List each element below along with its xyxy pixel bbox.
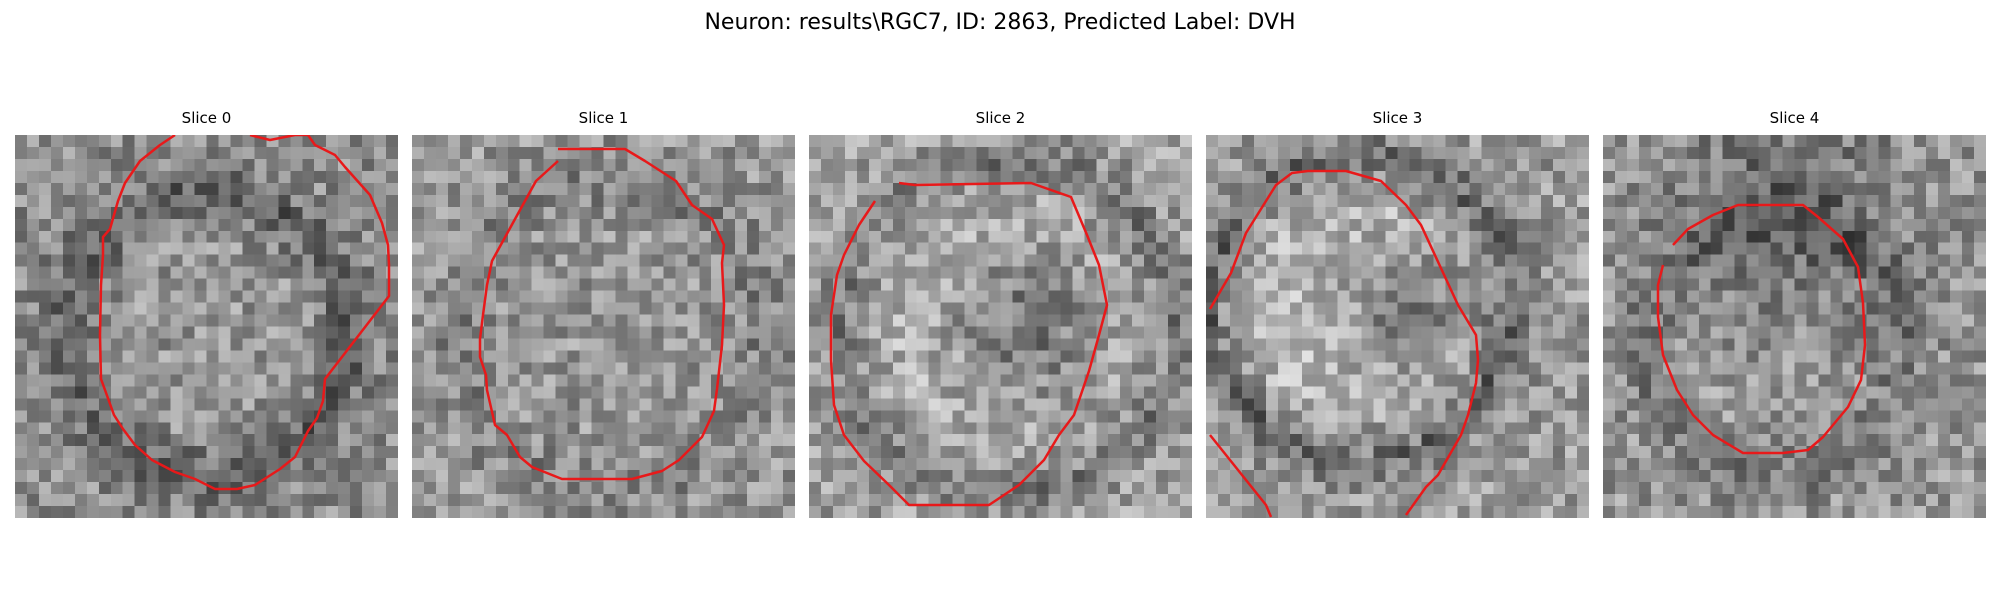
cell-contour bbox=[829, 181, 1109, 507]
slice-title: Slice 1 bbox=[578, 109, 629, 127]
grayscale-slice bbox=[1603, 135, 1986, 518]
grayscale-slice bbox=[809, 135, 1192, 518]
slice-image bbox=[412, 135, 795, 518]
cell-contour bbox=[1656, 203, 1867, 455]
slice-panel-4: Slice 4 bbox=[1603, 106, 1986, 524]
figure-title: Neuron: results\RGC7, ID: 2863, Predicte… bbox=[704, 10, 1296, 35]
slice-image bbox=[1206, 135, 1589, 518]
contour-overlay bbox=[478, 147, 726, 481]
slice-image bbox=[809, 135, 1192, 518]
cell-contour bbox=[98, 135, 391, 491]
slice-title: Slice 0 bbox=[181, 109, 232, 127]
grayscale-slice bbox=[1206, 135, 1589, 518]
slice-image bbox=[1603, 135, 1986, 518]
slice-title: Slice 2 bbox=[975, 109, 1026, 127]
slice-panel-3: Slice 3 bbox=[1206, 106, 1589, 524]
slice-panel-0: Slice 0 bbox=[15, 106, 398, 524]
grayscale-slice bbox=[412, 135, 795, 518]
contour-overlay bbox=[1208, 169, 1480, 518]
slice-image bbox=[15, 135, 398, 518]
slice-title: Slice 3 bbox=[1372, 109, 1423, 127]
contour-overlay bbox=[98, 135, 391, 491]
cell-contour-secondary bbox=[1209, 434, 1273, 518]
contour-overlay bbox=[1656, 203, 1867, 455]
slice-panel-1: Slice 1 bbox=[412, 106, 795, 524]
slice-panel-2: Slice 2 bbox=[809, 106, 1192, 524]
contour-overlay bbox=[829, 181, 1109, 507]
grayscale-slice bbox=[15, 135, 398, 518]
cell-contour bbox=[478, 147, 726, 481]
slice-title: Slice 4 bbox=[1769, 109, 1820, 127]
cell-contour bbox=[1208, 169, 1480, 516]
